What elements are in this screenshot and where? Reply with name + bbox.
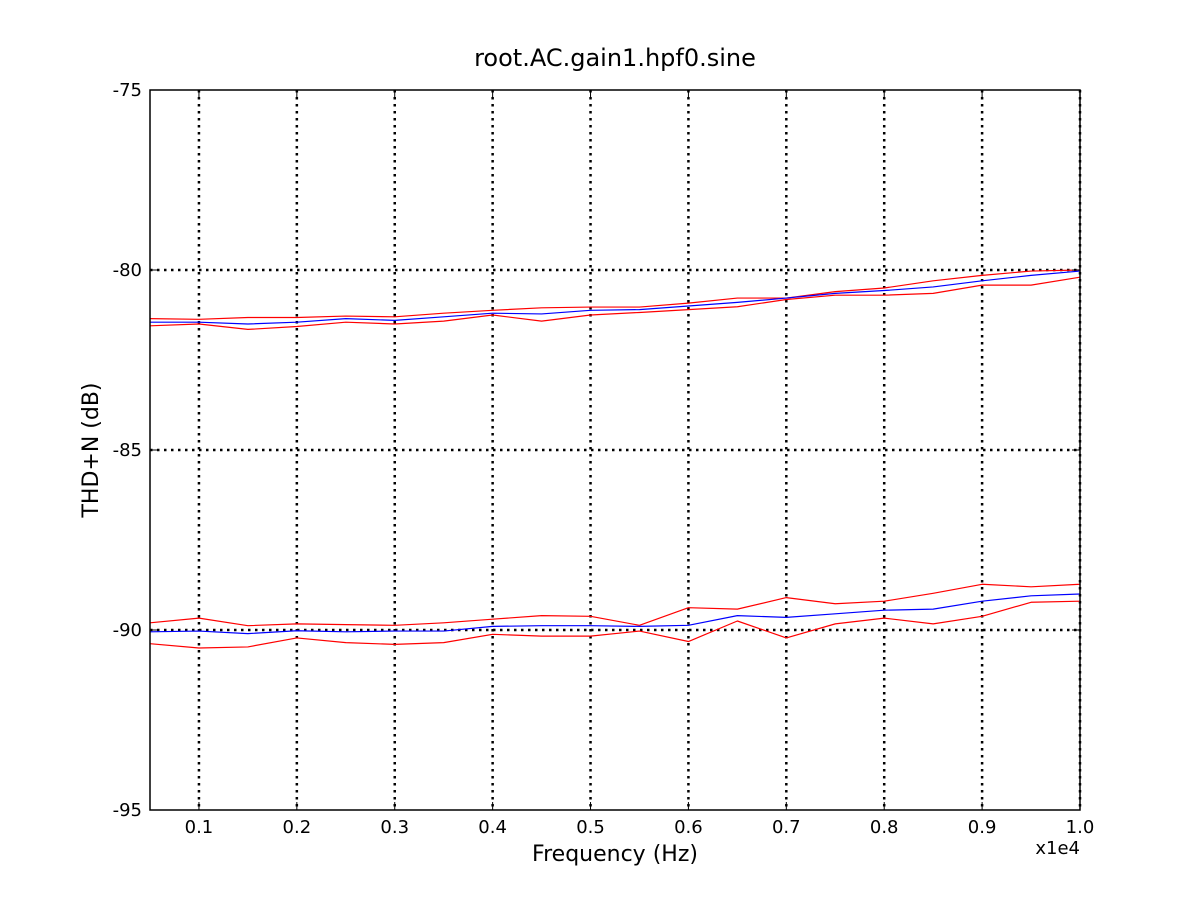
x-tick-label: 0.7 bbox=[772, 817, 801, 838]
series-line-4 bbox=[149, 583, 1081, 627]
x-tick-label: 0.2 bbox=[283, 817, 312, 838]
y-tick-label: -95 bbox=[113, 800, 142, 821]
series-line-2 bbox=[150, 270, 1081, 325]
series-line-1 bbox=[149, 269, 1081, 320]
x-tick-label: 0.5 bbox=[576, 817, 605, 838]
y-axis-label: THD+N (dB) bbox=[79, 382, 104, 518]
y-tick-label: -75 bbox=[113, 80, 142, 101]
y-tick-label: -90 bbox=[113, 620, 142, 641]
x-axis-label: Frequency (Hz) bbox=[532, 842, 698, 867]
series-line-6 bbox=[149, 600, 1081, 649]
x-tick-label: 0.3 bbox=[380, 817, 409, 838]
series-lines bbox=[149, 269, 1081, 649]
x-tick-label: 0.9 bbox=[968, 817, 997, 838]
series-line-5 bbox=[149, 593, 1081, 635]
chart-title: root.AC.gain1.hpf0.sine bbox=[474, 44, 756, 72]
axis-ticks: 0.1 0.2 0.3 0.4 0.5 0.6 0.7 0.8 0.9 1.0 -95 -90 -85 -… bbox=[113, 80, 1095, 838]
series-line-3 bbox=[149, 276, 1081, 330]
x-tick-label: 0.4 bbox=[478, 817, 507, 838]
y-tick-label: -80 bbox=[113, 260, 142, 281]
x-tick-label: 0.6 bbox=[674, 817, 703, 838]
x-tick-label: 0.8 bbox=[870, 817, 899, 838]
y-tick-label: -85 bbox=[113, 440, 142, 461]
x-axis-multiplier: x1e4 bbox=[1035, 838, 1080, 859]
x-tick-label: 1.0 bbox=[1066, 817, 1095, 838]
x-tick-label: 0.1 bbox=[185, 817, 214, 838]
